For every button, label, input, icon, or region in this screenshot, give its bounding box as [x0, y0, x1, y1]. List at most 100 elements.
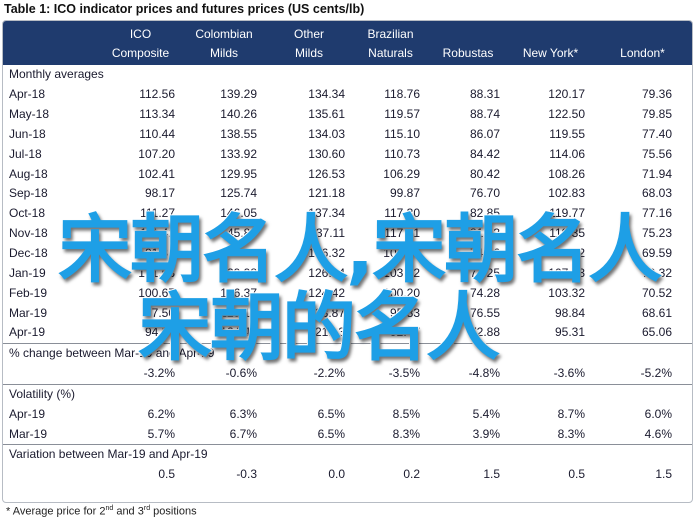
data-row: Apr-19 94.38 124.42 121.13 92.47 72.88 95.31 65…	[3, 323, 692, 343]
row-label: Oct-18	[9, 206, 46, 221]
cell: 84.42	[469, 146, 500, 161]
cell: 102.41	[138, 166, 175, 181]
column-header: New York*	[508, 21, 593, 65]
cell: 135.61	[308, 107, 345, 122]
cell: 94.38	[144, 325, 175, 340]
row-label: Apr-19	[9, 325, 46, 340]
cell: 137.34	[308, 206, 345, 221]
cell: 71.94	[641, 166, 672, 181]
cell: 98.84	[554, 305, 585, 320]
cell: 69.59	[641, 246, 672, 261]
cell: 92.47	[389, 325, 420, 340]
cell: 74.28	[469, 285, 500, 300]
cell: 70.32	[641, 265, 672, 280]
data-row: Jun-18 110.44 138.55 134.03 115.10 86.07 119.5…	[3, 125, 692, 145]
header-text: Milds	[294, 46, 323, 60]
cell: 3.9%	[472, 426, 500, 441]
cell: 0.5	[158, 467, 175, 482]
cell: 137.11	[309, 226, 345, 241]
cell: 72.88	[469, 325, 500, 340]
cell: 95.31	[554, 325, 585, 340]
cell: 77.16	[641, 206, 672, 221]
cell: 103.02	[383, 265, 420, 280]
column-header: Other Milds	[265, 21, 353, 65]
cell: 126.37	[220, 285, 257, 300]
cell: 119.77	[549, 206, 585, 221]
row-label: Sep-18	[9, 186, 48, 201]
section-row: Volatility (%)	[3, 383, 692, 405]
cell: 100.20	[383, 285, 420, 300]
cell: 115.10	[384, 126, 420, 141]
cell: 106.29	[383, 166, 420, 181]
cell: 129.95	[220, 166, 257, 181]
cell: 126.32	[308, 246, 345, 261]
cell: 117.30	[384, 206, 420, 221]
cell: 68.03	[641, 186, 672, 201]
cell: 118.76	[384, 87, 420, 102]
row-label: Jun-18	[9, 126, 46, 141]
cell: 123.87	[308, 305, 345, 320]
table-frame: ICO Composite Colombian Milds Other Milds Braz…	[2, 20, 693, 503]
cell: 134.34	[308, 87, 345, 102]
cell: 107.20	[138, 146, 175, 161]
data-row: 0.5 -0.3 0.0 0.2 1.5 0.5 1.5	[3, 465, 692, 485]
data-row: Sep-18 98.17 125.74 121.18 99.87 76.70 102.83 6…	[3, 184, 692, 204]
cell: 113.34	[139, 107, 175, 122]
cell: 80.42	[469, 166, 500, 181]
cell: 1.5	[483, 467, 500, 482]
cell: 103.32	[548, 285, 585, 300]
overlay-text: 宋朝的名人	[137, 284, 501, 372]
section-label: Variation between Mar-19 and Apr-19	[3, 444, 692, 465]
cell: 130.60	[308, 146, 345, 161]
data-row: -3.2% -0.6% -2.2% -3.5% -4.8% -3.6% -5.2%	[3, 364, 692, 384]
cell: 0.2	[403, 467, 420, 482]
cell: 119.55	[549, 126, 585, 141]
row-label: Jul-18	[9, 146, 42, 161]
cell: 1.5	[655, 467, 672, 482]
cell: 6.0%	[644, 406, 672, 421]
cell: 110.44	[139, 126, 175, 141]
cell: 140.26	[220, 107, 257, 122]
row-label: Feb-19	[9, 285, 48, 300]
cell: 131.78	[220, 246, 257, 261]
cell: 114.06	[549, 146, 585, 161]
footnote: * Average price for 2nd and 3rd position…	[6, 505, 197, 518]
cell: 101.82	[138, 246, 175, 261]
cell: 99.87	[389, 186, 420, 201]
data-row: Dec-18 101.82 131.78 126.32 104.08 74.16 108.5…	[3, 244, 692, 264]
cell: 0.0	[328, 467, 345, 482]
cell: -0.3	[236, 467, 257, 482]
cell: 119.57	[384, 107, 420, 122]
data-row: Jan-19 101.53 129.98 126.04 103.02 74.25 107.9…	[3, 263, 692, 283]
cell: 126.53	[308, 166, 345, 181]
cell: 81.53	[469, 226, 500, 241]
row-label: Jan-19	[9, 265, 46, 280]
cell: 110.73	[384, 146, 420, 161]
cell: 6.3%	[229, 406, 257, 421]
row-label: Mar-19	[9, 426, 48, 441]
header-text: Brazilian	[367, 27, 414, 41]
row-label: Nov-18	[9, 226, 48, 241]
cell: 121.13	[308, 325, 345, 340]
column-header: Robustas	[428, 21, 508, 65]
cell: 6.7%	[229, 426, 257, 441]
cell: 145.87	[220, 226, 257, 241]
row-label: Apr-18	[9, 87, 46, 102]
cell: -5.2%	[640, 366, 672, 381]
cell: -3.6%	[553, 366, 585, 381]
cell: -2.2%	[313, 366, 345, 381]
data-row: Mar-19 5.7% 6.7% 6.5% 8.3% 3.9% 8.3% 4.6%	[3, 424, 692, 444]
cell: 6.2%	[147, 406, 175, 421]
cell: 79.36	[641, 87, 672, 102]
cell: 8.3%	[557, 426, 585, 441]
cell: 138.55	[220, 126, 257, 141]
header-text: New York*	[522, 46, 579, 60]
row-label: May-18	[9, 107, 50, 122]
footnote-text: * Average price for 2	[6, 505, 106, 518]
cell: 102.83	[548, 186, 585, 201]
cell: 104.08	[383, 246, 420, 261]
section-row: % change between Mar-19 and Apr-19	[3, 342, 692, 364]
data-row: Oct-18 111.27 146.05 137.34 117.30 82.85 119.7…	[3, 204, 692, 224]
cell: 124.42	[308, 285, 345, 300]
